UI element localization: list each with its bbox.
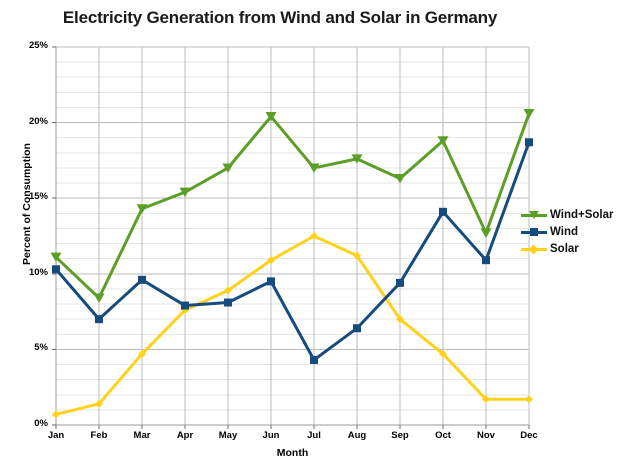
data-point-marker [265, 112, 277, 122]
data-point-marker [523, 109, 535, 119]
legend-marker-square-icon [530, 228, 538, 236]
data-point-marker [181, 301, 189, 310]
x-tick-label-jan: Jan [47, 430, 65, 441]
data-point-marker [394, 174, 406, 184]
data-point-marker [439, 349, 447, 358]
x-tick-label-sep: Sep [391, 430, 409, 441]
data-point-marker [308, 163, 320, 173]
x-axis-ticks [52, 46, 530, 429]
x-tick-label-feb: Feb [90, 430, 108, 441]
data-point-marker [396, 278, 404, 287]
x-tick-label-oct: Oct [435, 430, 451, 441]
data-point-marker [136, 204, 148, 214]
chart-title: Electricity Generation from Wind and Sol… [62, 8, 498, 27]
data-point-marker [224, 298, 232, 307]
legend-swatch-icon [521, 208, 547, 222]
x-tick-label-dec: Dec [520, 430, 538, 441]
series-line [54, 140, 531, 362]
data-point-marker [480, 228, 492, 238]
data-point-marker [525, 395, 533, 404]
x-tick-label-nov: Nov [477, 430, 495, 441]
minor-gridlines-horizontal [56, 61, 529, 411]
data-point-marker [138, 275, 146, 284]
data-point-marker [351, 154, 363, 164]
y-tick-label: 0% [34, 418, 48, 429]
series-line [54, 234, 531, 416]
series-line [54, 112, 531, 300]
data-point-marker [437, 136, 449, 146]
legend-marker-triangle-icon [529, 211, 539, 219]
data-point-marker [95, 399, 103, 408]
data-point-marker [222, 163, 234, 173]
data-point-marker [310, 232, 318, 240]
chart-legend: Wind+Solar Wind Solar [521, 207, 613, 258]
data-point-marker [267, 277, 275, 286]
y-tick-label: 15% [28, 191, 48, 203]
legend-label: Wind+Solar [550, 209, 614, 221]
y-tick-label: 5% [34, 342, 48, 354]
data-point-marker [525, 138, 533, 147]
data-point-marker [353, 324, 361, 333]
x-tick-label-jun: Jun [262, 430, 280, 441]
y-tick-label: 20% [28, 115, 48, 127]
legend-item-wind[interactable]: Wind [521, 224, 613, 240]
data-point-marker [93, 293, 105, 303]
x-tick-label-aug: Aug [347, 430, 367, 441]
data-point-marker [439, 207, 447, 216]
legend-item-solar[interactable]: Solar [521, 241, 613, 257]
x-tick-label-apr: Apr [176, 430, 194, 441]
data-point-marker [396, 315, 404, 324]
series-solar [52, 232, 533, 419]
data-point-marker [482, 395, 490, 404]
data-point-marker [50, 252, 62, 263]
data-point-marker [482, 256, 490, 265]
x-tick-label-jul: Jul [307, 430, 321, 441]
legend-label: Wind [550, 226, 578, 238]
series-wind [52, 138, 533, 364]
data-point-marker [52, 265, 60, 274]
x-tick-label-mar: Mar [133, 430, 151, 441]
data-point-marker [95, 315, 103, 324]
y-tick-label: 10% [28, 266, 48, 278]
legend-item-wind-solar[interactable]: Wind+Solar [521, 207, 613, 223]
data-point-marker [267, 256, 275, 265]
legend-swatch-icon [521, 242, 547, 256]
data-point-marker [52, 410, 60, 419]
data-point-marker [138, 349, 146, 358]
legend-swatch-icon [521, 225, 547, 239]
y-tick-label: 25% [28, 40, 48, 51]
data-point-marker [310, 355, 318, 364]
x-tick-label-may: May [218, 430, 238, 441]
x-axis-label: Month [276, 447, 309, 459]
data-point-marker [179, 187, 191, 198]
data-point-marker [353, 251, 361, 260]
legend-label: Solar [550, 243, 579, 255]
series-wind-solar [50, 109, 535, 303]
legend-marker-diamond-icon [528, 244, 539, 255]
data-point-marker [224, 286, 232, 295]
